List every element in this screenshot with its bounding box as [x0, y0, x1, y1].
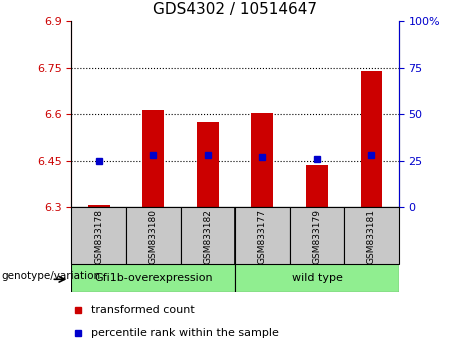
Bar: [88, 205, 110, 207]
Title: GDS4302 / 10514647: GDS4302 / 10514647: [153, 2, 317, 17]
Text: GSM833181: GSM833181: [367, 209, 376, 264]
Bar: [197, 122, 219, 207]
Bar: [181, 207, 235, 264]
Text: GSM833178: GSM833178: [94, 209, 103, 264]
Bar: [344, 207, 399, 264]
Bar: [71, 264, 235, 292]
Bar: [361, 71, 382, 207]
Text: GSM833180: GSM833180: [149, 209, 158, 264]
Bar: [142, 109, 164, 207]
Bar: [71, 207, 126, 264]
Bar: [252, 113, 273, 207]
Text: Gfi1b-overexpression: Gfi1b-overexpression: [94, 273, 213, 283]
Text: GSM833177: GSM833177: [258, 209, 267, 264]
Bar: [290, 207, 344, 264]
Bar: [126, 207, 181, 264]
Text: percentile rank within the sample: percentile rank within the sample: [91, 327, 279, 338]
Text: genotype/variation: genotype/variation: [1, 272, 100, 281]
Text: GSM833179: GSM833179: [313, 209, 321, 264]
Bar: [235, 207, 290, 264]
Text: GSM833182: GSM833182: [203, 209, 213, 264]
Text: transformed count: transformed count: [91, 305, 195, 315]
Text: wild type: wild type: [291, 273, 343, 283]
Bar: [306, 165, 328, 207]
Bar: [235, 264, 399, 292]
